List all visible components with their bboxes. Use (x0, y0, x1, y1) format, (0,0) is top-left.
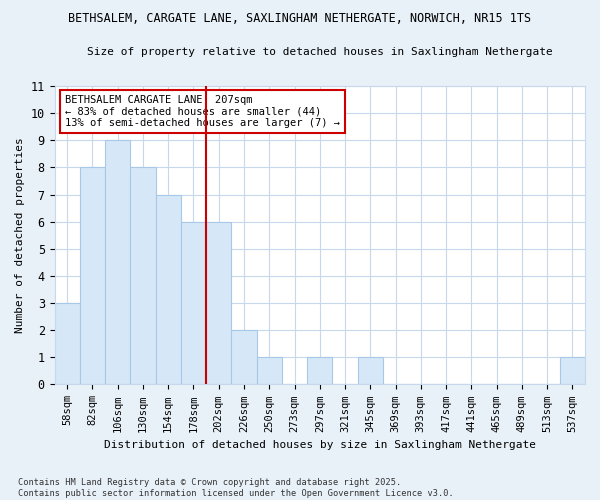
Title: Size of property relative to detached houses in Saxlingham Nethergate: Size of property relative to detached ho… (87, 48, 553, 58)
Bar (232, 330, 257, 384)
Bar (155, 194, 181, 384)
Y-axis label: Number of detached properties: Number of detached properties (15, 138, 25, 333)
Text: BETHSALEM CARGATE LANE: 207sqm
← 83% of detached houses are smaller (44)
13% of : BETHSALEM CARGATE LANE: 207sqm ← 83% of … (65, 95, 340, 128)
Bar (130, 168, 155, 384)
Bar (105, 140, 130, 384)
Bar (206, 222, 232, 384)
Bar (80, 168, 105, 384)
Bar (181, 222, 206, 384)
Bar (560, 358, 585, 384)
Bar (55, 303, 80, 384)
Bar (257, 358, 282, 384)
Text: BETHSALEM, CARGATE LANE, SAXLINGHAM NETHERGATE, NORWICH, NR15 1TS: BETHSALEM, CARGATE LANE, SAXLINGHAM NETH… (68, 12, 532, 26)
X-axis label: Distribution of detached houses by size in Saxlingham Nethergate: Distribution of detached houses by size … (104, 440, 536, 450)
Bar (358, 358, 383, 384)
Text: Contains HM Land Registry data © Crown copyright and database right 2025.
Contai: Contains HM Land Registry data © Crown c… (18, 478, 454, 498)
Bar (307, 358, 332, 384)
